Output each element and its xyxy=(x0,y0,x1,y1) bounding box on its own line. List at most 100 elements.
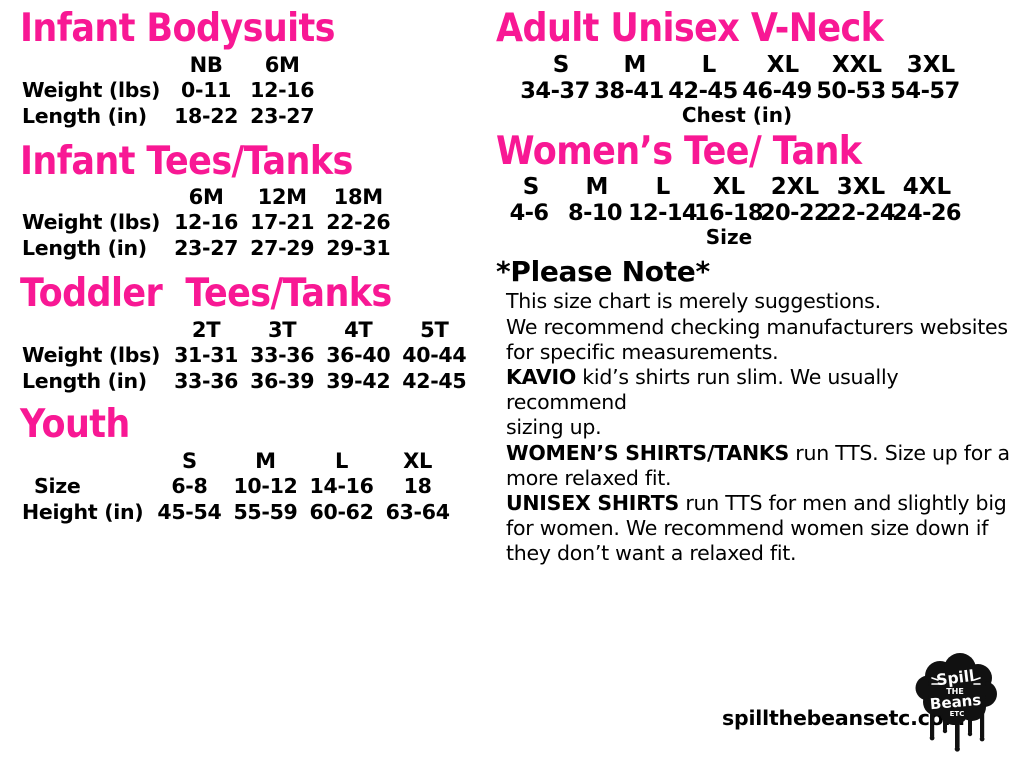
note-line: This size chart is merely suggestions. xyxy=(506,289,1021,314)
corner-spacer xyxy=(20,184,168,209)
cell-size-xl: 16-18 xyxy=(694,200,764,227)
col-header-m: M xyxy=(585,174,609,201)
cell-weight-6m: 12-16 xyxy=(174,210,239,235)
table-row: Length (in) 18-22 23-27 xyxy=(20,103,320,129)
note-text: kid’s shirts run slim. We usually recomm… xyxy=(506,364,899,415)
cell-length-12m: 27-29 xyxy=(250,236,315,261)
cell-height-s: 45-54 xyxy=(157,499,222,524)
section-adult-unisex-vneck: Adult Unisex V-Neck S M L XL XXL 3XL 34-… xyxy=(496,9,1024,127)
notes-title: *Please Note* xyxy=(496,255,710,289)
note-emphasis-kavio: KAVIO xyxy=(506,364,577,389)
note-text: sizing up. xyxy=(506,415,602,440)
table-header-row: 6M 12M 18M xyxy=(20,184,396,209)
cell-length-5t: 42-45 xyxy=(402,369,467,394)
row-label-weight: Weight (lbs) xyxy=(22,343,161,368)
col-header-xl: XL xyxy=(403,448,433,473)
note-line: WOMEN’S SHIRTS/TANKS run TTS. Size up fo… xyxy=(506,441,1021,466)
cell-chest-xxl: 50-53 xyxy=(816,77,886,104)
col-header-xl: XL xyxy=(766,51,800,78)
table-infant-tees-tanks: 6M 12M 18M Weight (lbs) 12-16 17-21 22-2… xyxy=(20,184,396,261)
table-row: Height (in) 45-54 55-59 60-62 63-64 xyxy=(20,499,456,525)
col-header-5t: 5T xyxy=(420,318,449,343)
cell-weight-5t: 40-44 xyxy=(402,343,467,368)
cell-size-4xl: 24-26 xyxy=(892,200,962,227)
col-header-2t: 2T xyxy=(191,318,221,343)
note-emphasis-unisex-shirts: UNISEX SHIRTS xyxy=(506,491,680,515)
note-line: for women. We recommend women size down … xyxy=(506,516,1021,541)
adult-chest-caption: Chest (in) xyxy=(681,102,793,127)
table-header-row: S M L XL xyxy=(20,448,456,473)
corner-spacer xyxy=(20,52,168,77)
cell-size-xl: 18 xyxy=(403,473,432,498)
cell-length-18m: 29-31 xyxy=(326,236,391,261)
col-header-s: S xyxy=(522,174,540,201)
cell-size-3xl: 22-24 xyxy=(826,200,896,227)
note-text: for women. We recommend women size down … xyxy=(506,516,989,541)
cell-length-6m: 23-27 xyxy=(174,236,239,261)
footer: spillthebeansetc.com xyxy=(490,648,1024,758)
cell-chest-m: 38-41 xyxy=(594,77,664,104)
col-header-18m: 18M xyxy=(333,185,384,210)
section-infant-bodysuits: Infant Bodysuits NB 6M Weight (lbs) 0-11… xyxy=(20,9,490,129)
row-label-weight: Weight (lbs) xyxy=(22,77,161,102)
website-url[interactable]: spillthebeansetc.com xyxy=(722,706,965,730)
section-womens-tee-tank: Women’s Tee/ Tank S M L XL 2XL 3XL 4XL 4… xyxy=(496,132,1024,250)
col-header-4t: 4T xyxy=(344,318,373,343)
logo-splat-icon: Spill THE Beans ETC xyxy=(915,653,997,752)
table-infant-bodysuits: NB 6M Weight (lbs) 0-11 12-16 Length (in… xyxy=(20,52,320,129)
cell-length-4t: 39-42 xyxy=(326,369,391,394)
col-header-m: M xyxy=(623,51,647,78)
note-text: they don’t want a relaxed fit. xyxy=(506,541,797,566)
col-header-2xl: 2XL xyxy=(770,174,820,201)
section-title-womens-tee-tank: Women’s Tee/ Tank xyxy=(496,129,862,174)
section-title-youth: Youth xyxy=(20,402,130,448)
cell-height-m: 55-59 xyxy=(233,499,298,524)
col-header-3xl: 3XL xyxy=(836,174,886,201)
col-header-m: M xyxy=(255,448,276,473)
logo-text-line3: Beans xyxy=(929,691,982,713)
cell-length-nb: 18-22 xyxy=(174,103,239,128)
table-row: Weight (lbs) 12-16 17-21 22-26 xyxy=(20,209,396,235)
cell-weight-nb: 0-11 xyxy=(181,77,232,102)
logo-text-line1: Spill xyxy=(935,667,975,690)
corner-spacer xyxy=(20,317,168,342)
table-row: Weight (lbs) 0-11 12-16 xyxy=(20,77,320,103)
col-header-s: S xyxy=(552,51,570,78)
col-header-6m: 6M xyxy=(188,185,224,210)
col-header-nb: NB xyxy=(189,52,223,77)
cell-height-l: 60-62 xyxy=(309,499,374,524)
cell-weight-6m: 12-16 xyxy=(250,77,315,102)
left-column: Infant Bodysuits NB 6M Weight (lbs) 0-11… xyxy=(8,9,490,768)
note-line: UNISEX SHIRTS run TTS for men and slight… xyxy=(506,491,1021,516)
section-please-note: *Please Note* This size chart is merely … xyxy=(496,255,1024,566)
table-row: Length (in) 33-36 36-39 39-42 42-45 xyxy=(20,368,472,394)
note-line: KAVIO kid’s shirts run slim. We usually … xyxy=(506,365,1021,415)
col-header-3xl: 3XL xyxy=(906,51,956,78)
logo-text-line2: THE xyxy=(946,687,964,696)
section-title-adult-unisex-vneck: Adult Unisex V-Neck xyxy=(496,6,884,52)
adult-size-header-row: S M L XL XXL 3XL xyxy=(524,52,1024,78)
row-label-length: Length (in) xyxy=(22,103,147,128)
col-header-s: S xyxy=(181,448,197,473)
col-header-xxl: XXL xyxy=(831,51,883,78)
col-header-6m: 6M xyxy=(264,52,300,77)
cell-size-s: 6-8 xyxy=(171,473,208,498)
cell-length-3t: 36-39 xyxy=(250,369,315,394)
col-header-4xl: 4XL xyxy=(902,174,952,201)
cell-size-s: 4-6 xyxy=(509,200,549,227)
note-line: more relaxed fit. xyxy=(506,466,1021,491)
cell-size-2xl: 20-22 xyxy=(760,200,830,227)
row-label-weight: Weight (lbs) xyxy=(22,210,161,235)
womens-size-header-row: S M L XL 2XL 3XL 4XL xyxy=(498,174,1024,200)
cell-size-l: 14-16 xyxy=(309,473,374,498)
table-header-row: 2T 3T 4T 5T xyxy=(20,317,472,342)
note-line: We recommend checking manufacturers webs… xyxy=(506,315,1021,340)
col-header-xl: XL xyxy=(712,174,746,201)
note-text: run TTS. Size up for a xyxy=(789,440,1010,465)
table-toddler-tees-tanks: 2T 3T 4T 5T Weight (lbs) 31-31 33-36 36-… xyxy=(20,317,472,394)
note-text: for specific measurements. xyxy=(506,339,779,364)
cell-height-xl: 63-64 xyxy=(385,499,450,524)
cell-size-m: 10-12 xyxy=(233,473,298,498)
note-line: they don’t want a relaxed fit. xyxy=(506,541,1021,566)
section-title-infant-bodysuits: Infant Bodysuits xyxy=(20,6,336,52)
